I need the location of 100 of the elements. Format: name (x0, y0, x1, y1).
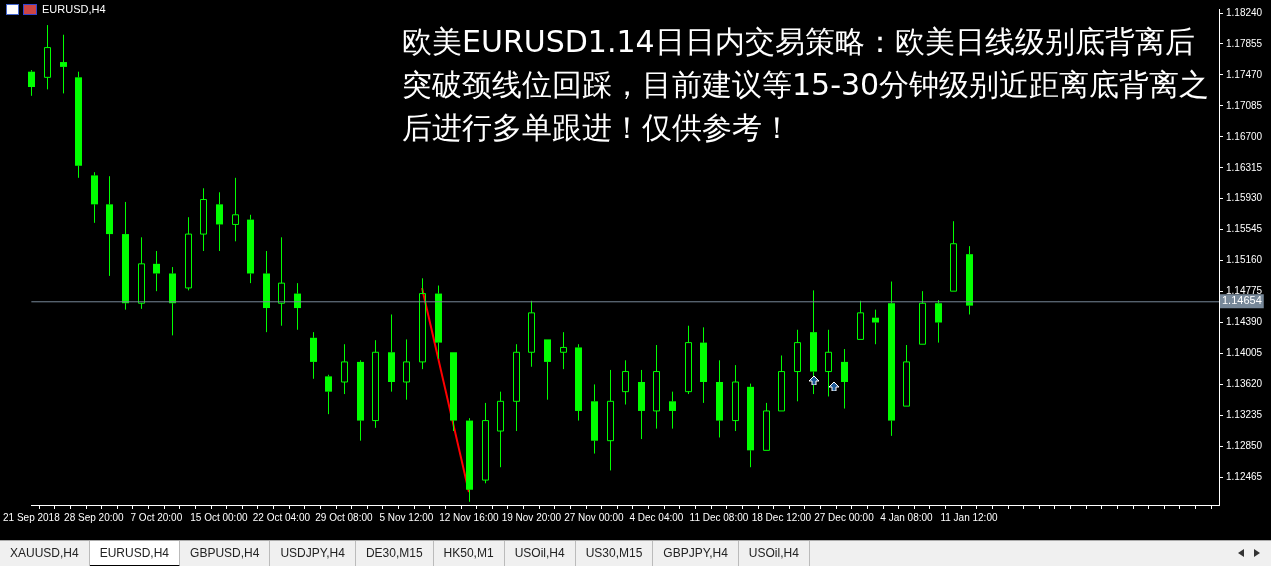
candlestick (341, 343, 348, 395)
y-tick-label: 1.13620 (1226, 378, 1263, 390)
x-tick-label: 19 Nov 20:00 (501, 511, 562, 523)
candlestick (888, 281, 895, 437)
x-tick-label: 11 Jan 12:00 (940, 511, 998, 523)
candlestick (263, 250, 270, 333)
candlestick (903, 344, 910, 407)
text: 欧美EURUSD1.14日日内交易策略：欧美日线级别底背离后突破颈线位回踩，目前建议等15-30分钟级别近距离底背离之后进行多单跟进！仅供参考！ (402, 23, 1211, 147)
candlestick (278, 236, 285, 327)
candlestick (841, 348, 848, 410)
candlestick (466, 417, 473, 503)
candlestick (560, 331, 567, 370)
text: USOil,H4 (504, 541, 576, 566)
candlestick (732, 364, 739, 432)
text: GBPJPY,H4 (653, 541, 739, 566)
x-tick-label: 15 Oct 00:00 (190, 511, 248, 523)
text: XAUUSD,H4 (0, 541, 90, 566)
candlestick (106, 175, 113, 277)
x-tick-label: 7 Oct 20:00 (130, 511, 183, 523)
candlestick (310, 331, 317, 380)
x-tick-label: 18 Dec 12:00 (751, 511, 812, 523)
x-tick-label: 4 Jan 08:00 (880, 511, 934, 523)
candlestick (44, 24, 51, 90)
ref-line-label: 1.14654 (1222, 294, 1262, 307)
x-tick-label: 12 Nov 16:00 (439, 511, 500, 523)
candlestick (950, 220, 957, 292)
candlestick (232, 177, 239, 242)
y-tick-label: 1.13235 (1226, 409, 1263, 421)
candlestick (435, 285, 442, 360)
y-tick-label: 1.12465 (1226, 471, 1263, 483)
candlestick (122, 201, 129, 311)
candlestick (419, 277, 426, 370)
candlestick (357, 359, 364, 442)
text: EURUSD,H4 (89, 541, 181, 566)
candlestick (872, 309, 879, 345)
candlestick (28, 69, 35, 97)
y-tick-label: 1.17085 (1226, 99, 1263, 111)
y-tick-label: 1.14005 (1226, 347, 1263, 359)
x-tick-label: 5 Nov 12:00 (379, 511, 434, 523)
candlestick (216, 191, 223, 252)
candlestick (482, 402, 489, 484)
x-tick-label: 29 Oct 08:00 (315, 511, 373, 523)
candlestick (388, 313, 395, 393)
x-tick-label: 22 Oct 04:00 (252, 511, 311, 523)
candlestick (169, 266, 176, 336)
candlestick (825, 329, 832, 397)
text: HK50,M1 (433, 541, 505, 566)
candlestick (200, 187, 207, 252)
y-tick-label: 1.17470 (1226, 68, 1263, 80)
y-tick-label: 1.15160 (1226, 254, 1263, 266)
y-tick-label: 1.16700 (1226, 130, 1263, 142)
candlestick (778, 354, 785, 412)
x-tick-label: 4 Dec 04:00 (629, 511, 684, 523)
y-tick-label: 1.14390 (1226, 316, 1263, 328)
x-tick-label: 21 Sep 2018 (3, 511, 61, 523)
candlestick (153, 250, 160, 292)
y-tick-label: 1.16315 (1226, 161, 1263, 173)
text: DE30,M15 (355, 541, 434, 566)
y-tick-label: 1.15930 (1226, 192, 1263, 204)
y-tick-label: 1.18240 (1226, 6, 1263, 18)
text: US30,M15 (575, 541, 654, 566)
candlestick (325, 374, 332, 415)
x-tick-label: 27 Nov 00:00 (564, 511, 625, 523)
candlestick (700, 326, 707, 404)
text: USDJPY,H4 (270, 541, 356, 566)
candlestick (372, 339, 379, 429)
x-tick-label: 28 Sep 20:00 (64, 511, 125, 523)
candlestick (544, 339, 551, 401)
candlestick (247, 214, 254, 284)
candlestick (607, 369, 614, 471)
y-tick-label: 1.17855 (1226, 37, 1263, 49)
candlestick (575, 343, 582, 422)
candlestick (294, 282, 301, 331)
chart-subtitle: EURUSD,H4 (42, 3, 106, 15)
candlestick (622, 359, 629, 406)
candlestick (685, 325, 692, 395)
candlestick (669, 391, 676, 430)
candlestick (935, 299, 942, 344)
candlestick (91, 171, 98, 224)
candlestick (497, 391, 504, 468)
text: GBPUSD,H4 (180, 541, 271, 566)
candlestick (653, 344, 660, 430)
candlestick (591, 383, 598, 455)
x-tick-label: 11 Dec 08:00 (689, 511, 749, 523)
y-tick-label: 1.12850 (1226, 440, 1263, 452)
x-tick-label: 27 Dec 00:00 (814, 511, 875, 523)
candlestick (966, 245, 973, 315)
candlestick (794, 329, 801, 402)
candlestick (747, 383, 754, 468)
candlestick (528, 300, 535, 368)
candlestick (60, 34, 67, 94)
candlestick (75, 71, 82, 179)
candlestick (450, 352, 457, 432)
candlestick (716, 359, 723, 438)
y-tick-label: 1.15545 (1226, 223, 1263, 235)
text: USOil,H4 (738, 541, 810, 566)
candlestick (638, 369, 645, 440)
candlestick (403, 338, 410, 401)
y-tick-label: 1.14775 (1226, 285, 1263, 297)
candlestick (138, 236, 145, 310)
